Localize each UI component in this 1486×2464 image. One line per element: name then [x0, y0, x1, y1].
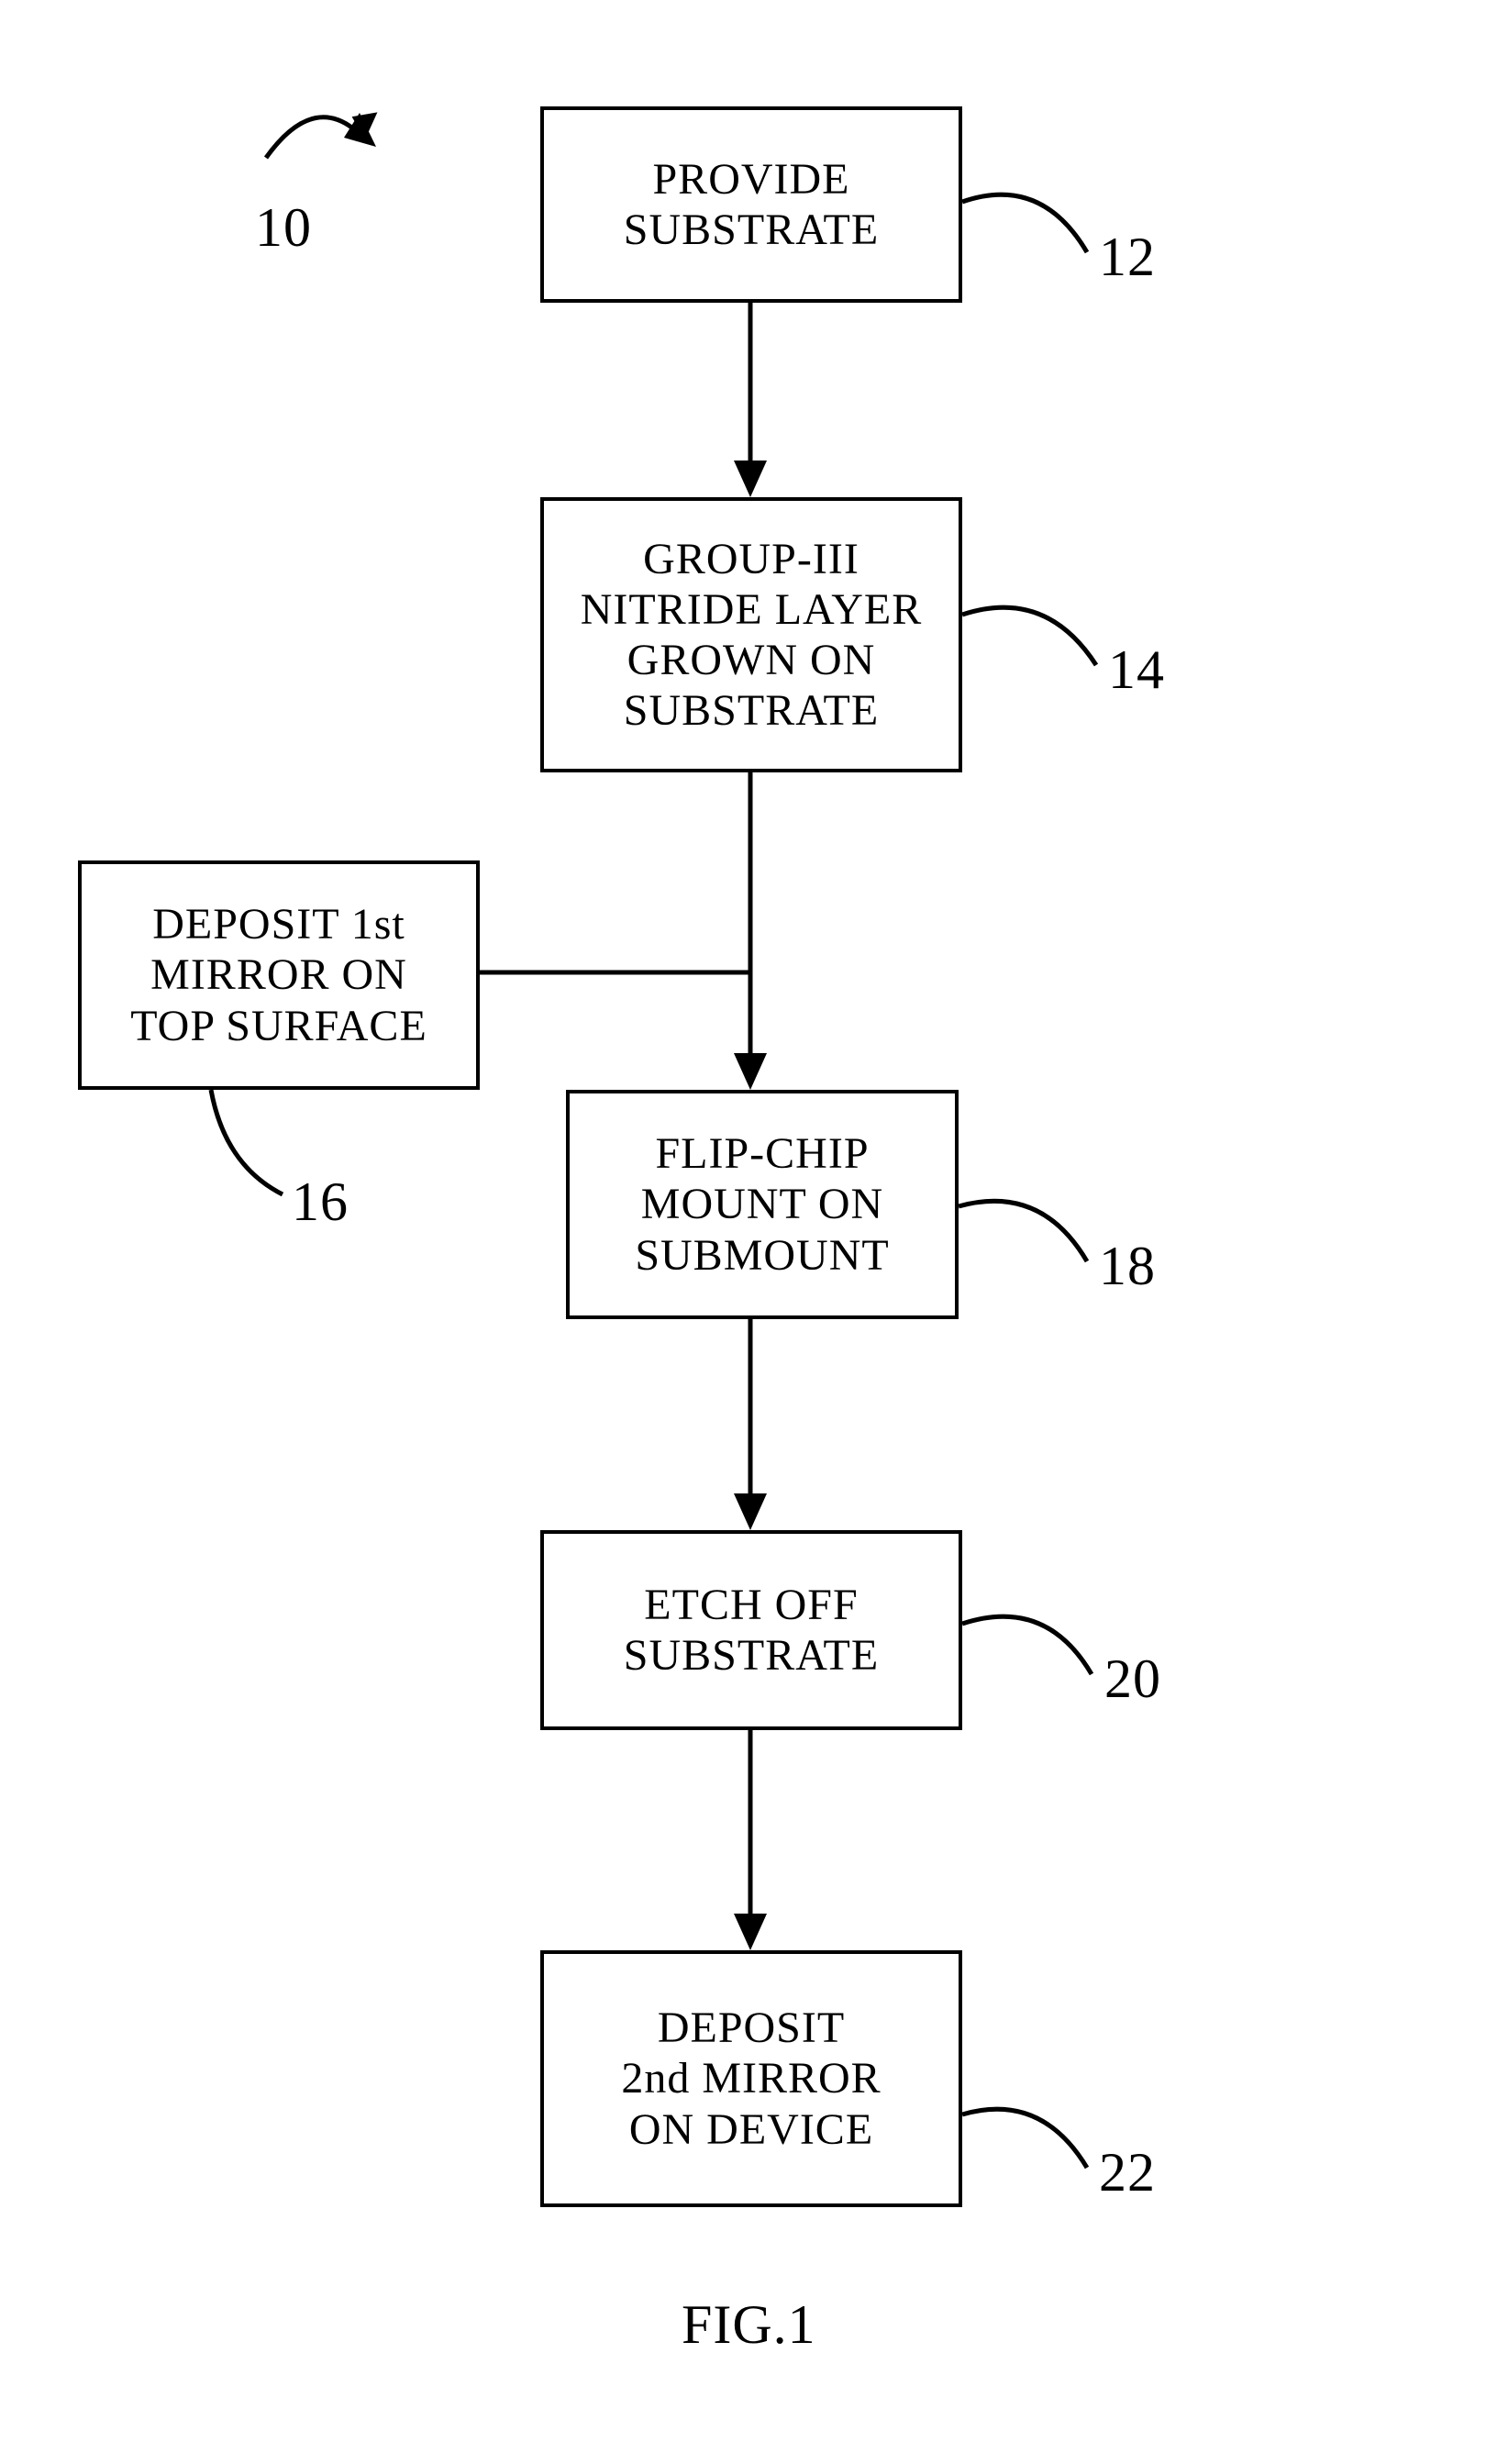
node-deposit-first-mirror: DEPOSIT 1st MIRROR ON TOP SURFACE: [78, 860, 480, 1090]
node-label-18: 18: [1099, 1238, 1156, 1293]
node-text: PROVIDE SUBSTRATE: [624, 154, 879, 255]
node-label-14: 14: [1108, 642, 1165, 697]
node-nitride-layer: GROUP-III NITRIDE LAYER GROWN ON SUBSTRA…: [540, 497, 962, 772]
edge-20-22: [734, 1730, 767, 1950]
node-text: ETCH OFF SUBSTRATE: [624, 1580, 879, 1681]
node-text: DEPOSIT 1st MIRROR ON TOP SURFACE: [130, 899, 427, 1051]
figure-ref-label: 10: [255, 200, 312, 255]
callout-12: [962, 194, 1087, 252]
node-deposit-second-mirror: DEPOSIT 2nd MIRROR ON DEVICE: [540, 1950, 962, 2207]
node-text: GROUP-III NITRIDE LAYER GROWN ON SUBSTRA…: [581, 534, 923, 737]
callout-14: [962, 607, 1096, 665]
ref-arrow-icon: [266, 102, 382, 158]
flowchart-canvas: 10 PROVIDE SUBSTRATE GROUP-III NITRIDE L…: [0, 0, 1486, 2464]
node-label-16: 16: [292, 1174, 349, 1229]
callout-16: [211, 1090, 283, 1194]
node-provide-substrate: PROVIDE SUBSTRATE: [540, 106, 962, 303]
callout-20: [962, 1616, 1092, 1674]
node-text: DEPOSIT 2nd MIRROR ON DEVICE: [621, 2003, 881, 2155]
node-label-12: 12: [1099, 229, 1156, 284]
node-label-22: 22: [1099, 2145, 1156, 2200]
edge-14-18: [734, 772, 767, 1090]
node-text: FLIP-CHIP MOUNT ON SUBMOUNT: [635, 1128, 889, 1281]
callout-22: [962, 2109, 1087, 2168]
callout-18: [959, 1201, 1087, 1261]
figure-caption: FIG.1: [682, 2293, 816, 2357]
node-etch-off-substrate: ETCH OFF SUBSTRATE: [540, 1530, 962, 1730]
edge-18-20: [734, 1319, 767, 1530]
node-label-20: 20: [1104, 1651, 1161, 1706]
edge-12-14: [734, 303, 767, 497]
ref-arrowhead-icon: [344, 113, 376, 147]
node-flip-chip-mount: FLIP-CHIP MOUNT ON SUBMOUNT: [566, 1090, 959, 1319]
